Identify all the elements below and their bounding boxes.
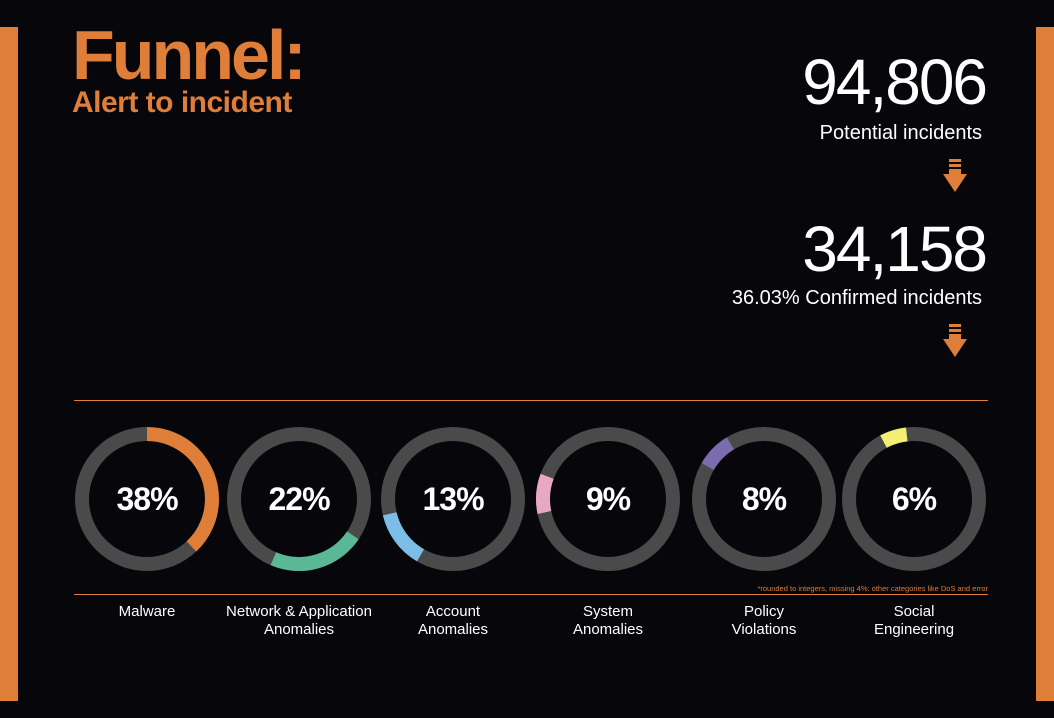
down-arrow-icon — [943, 324, 967, 357]
donut-chart: 6% — [842, 427, 986, 571]
category-label-line: Anomalies — [263, 621, 335, 638]
donut-chart: 13% — [381, 427, 525, 571]
donut-track — [381, 427, 525, 571]
category-label-line: Account — [425, 603, 481, 620]
category-label: Malware — [57, 603, 237, 621]
category-label-line: Anomalies — [572, 621, 644, 638]
donut-segment — [381, 427, 525, 571]
donut-segment — [227, 427, 371, 571]
category-label-line: Malware — [118, 603, 176, 620]
divider-top — [74, 400, 988, 401]
donut-track — [842, 427, 986, 571]
donut-value-label: 9% — [586, 481, 631, 517]
category-label-line: Policy — [743, 603, 784, 620]
category-label-line: Anomalies — [417, 621, 489, 638]
confirmed-incidents-label: 36.03% Confirmed incidents — [731, 287, 982, 309]
category-label-line: Violations — [731, 621, 797, 638]
donut-value-label: 22% — [268, 481, 330, 517]
potential-incidents-label: Potential incidents — [819, 122, 982, 144]
donut-chart: 22% — [227, 427, 371, 571]
footnote: *rounded to integers, missing 4%: other … — [757, 584, 988, 593]
right-accent-bar — [1036, 27, 1054, 701]
donut-chart: 9% — [536, 427, 680, 571]
donut-chart: 8% — [692, 427, 836, 571]
down-arrow-icon — [943, 159, 967, 192]
category-label: Policy Violations — [674, 603, 854, 639]
donut-value-label: 13% — [422, 481, 484, 517]
category-label: Network & Application Anomalies — [209, 603, 389, 639]
donut-value-label: 8% — [742, 481, 787, 517]
category-label: System Anomalies — [518, 603, 698, 639]
page-subtitle: Alert to incident — [72, 86, 292, 119]
donut-chart: 38% — [75, 427, 219, 571]
category-label-line: Social — [893, 603, 935, 620]
confirmed-incidents-value: 34,158 — [802, 213, 988, 285]
donut-track — [692, 427, 836, 571]
category-label-line: Network & Application — [226, 603, 372, 620]
category-label-line: System — [582, 603, 633, 620]
donut-value-label: 38% — [116, 481, 178, 517]
divider-bottom — [74, 594, 988, 595]
category-label: Social Engineering — [824, 603, 1004, 639]
category-label: Account Anomalies — [363, 603, 543, 639]
donut-value-label: 6% — [892, 481, 937, 517]
page-title: Funnel: — [72, 16, 307, 94]
donut-segment — [842, 427, 986, 571]
left-accent-bar — [0, 27, 18, 701]
potential-incidents-value: 94,806 — [802, 46, 988, 118]
donut-segment — [75, 427, 219, 571]
category-label-line: Engineering — [873, 621, 955, 638]
donut-segment — [692, 427, 836, 571]
